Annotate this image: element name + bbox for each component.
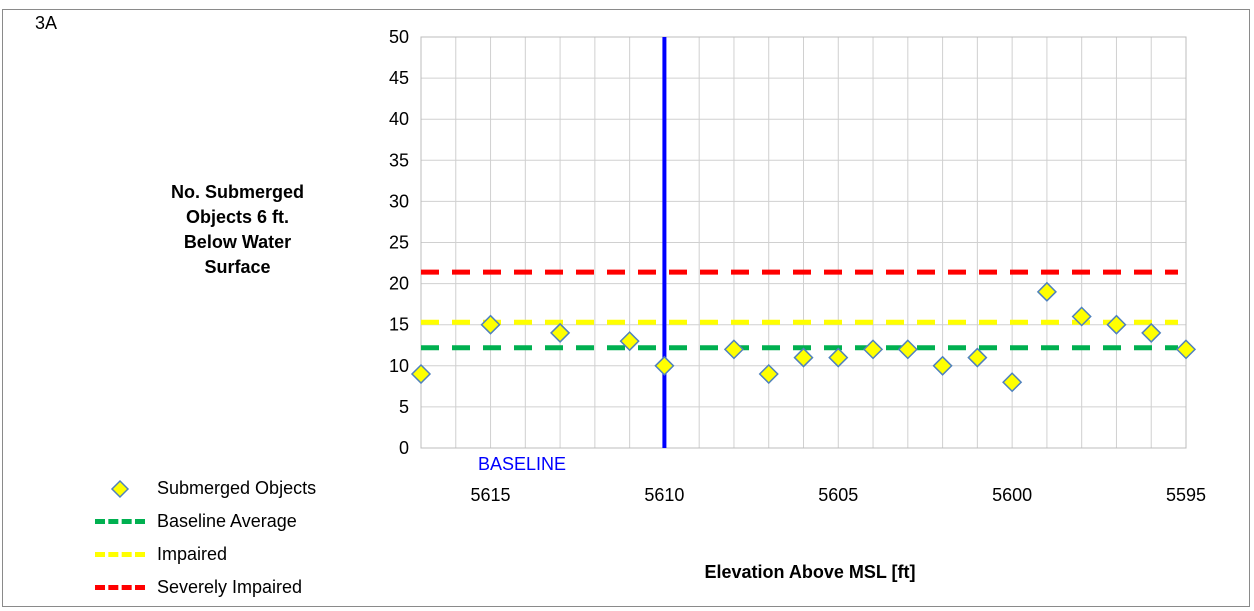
plot-area-border <box>420 36 1187 449</box>
y-axis-label-line: Objects 6 ft. <box>185 207 290 227</box>
panel-label: 3A <box>35 13 58 33</box>
y-tick-label: 35 <box>389 150 409 170</box>
data-point <box>410 363 432 385</box>
y-tick-label: 10 <box>389 356 409 376</box>
legend-label: Baseline Average <box>157 511 297 531</box>
y-axis-label-line: Surface <box>204 257 271 277</box>
legend-label: Submerged Objects <box>157 478 317 498</box>
data-point <box>1071 306 1092 327</box>
diamond-marker-icon <box>110 479 130 498</box>
x-tick-label: 5605 <box>818 485 858 505</box>
legend-label: Impaired <box>157 544 228 564</box>
data-point <box>1175 339 1197 360</box>
legend-label: Severely Impaired <box>157 577 303 597</box>
legend-item-submerged-objects: Submerged Objects <box>95 472 316 505</box>
data-point <box>619 331 640 352</box>
legend-item-impaired: Impaired <box>95 538 316 571</box>
tick-labels: 0 5 10 15 20 25 30 35 40 45 50 5615 5610 5605 5600 5595 <box>389 27 1206 505</box>
data-point <box>1141 322 1162 343</box>
red-dash-icon <box>95 585 145 590</box>
data-point <box>793 347 814 368</box>
y-tick-label: 20 <box>389 274 409 294</box>
y-tick-label: 15 <box>389 315 409 335</box>
data-point <box>654 355 675 376</box>
legend-item-severely-impaired: Severely Impaired <box>95 571 316 604</box>
data-points <box>410 281 1197 393</box>
y-tick-label: 0 <box>399 438 409 458</box>
data-point <box>932 355 953 376</box>
data-point <box>758 363 779 385</box>
legend: Submerged Objects Baseline Average Impai… <box>95 472 316 604</box>
x-tick-label: 5600 <box>992 485 1032 505</box>
y-axis-label: No. Submerged Objects 6 ft. Below Water … <box>160 180 315 280</box>
legend-item-baseline-average: Baseline Average <box>95 505 316 538</box>
grid-layer <box>420 36 1187 449</box>
data-point <box>862 339 884 360</box>
y-tick-label: 5 <box>399 397 409 417</box>
data-point <box>550 322 571 343</box>
data-point <box>1036 281 1057 302</box>
data-point <box>828 347 849 368</box>
y-tick-label: 45 <box>389 68 409 88</box>
y-tick-label: 40 <box>389 109 409 129</box>
x-tick-label: 5595 <box>1166 485 1206 505</box>
data-point <box>723 339 745 360</box>
baseline-label: BASELINE <box>478 454 566 474</box>
y-axis-label-line: Below Water <box>183 232 292 252</box>
y-axis-label-line: No. Submerged <box>170 182 304 202</box>
yellow-dash-icon <box>95 552 145 557</box>
reference-lines <box>421 269 1178 351</box>
data-point <box>967 347 988 368</box>
x-tick-label: 5615 <box>471 485 511 505</box>
y-tick-label: 50 <box>389 27 409 47</box>
data-point <box>1002 372 1023 393</box>
y-tick-label: 25 <box>389 233 409 253</box>
legend-line-swatch <box>95 512 145 532</box>
green-dash-icon <box>95 519 145 524</box>
data-point <box>1106 314 1127 335</box>
baseline-layer: BASELINE <box>478 37 667 474</box>
x-axis-label: Elevation Above MSL [ft] <box>704 562 916 582</box>
y-tick-label: 30 <box>389 191 409 211</box>
legend-line-swatch <box>95 545 145 565</box>
legend-diamond-swatch <box>95 479 145 499</box>
chart-frame <box>2 9 1250 607</box>
data-point <box>897 339 918 360</box>
x-tick-label: 5610 <box>644 485 684 505</box>
data-point <box>480 314 501 335</box>
legend-line-swatch <box>95 578 145 598</box>
